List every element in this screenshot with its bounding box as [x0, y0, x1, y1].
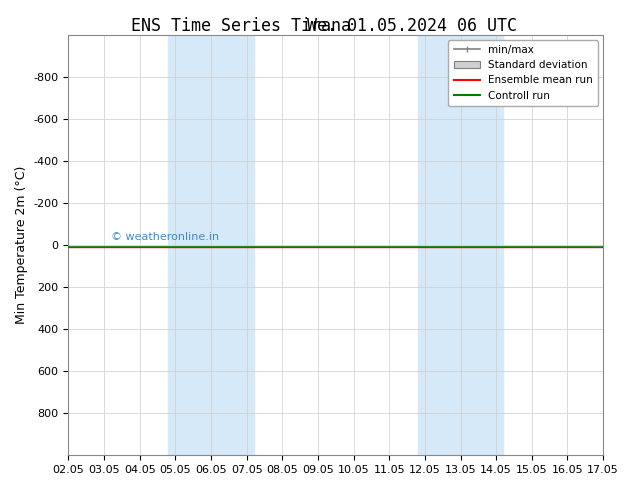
Text: © weatheronline.in: © weatheronline.in [111, 232, 219, 242]
Text: ENS Time Series Tirana: ENS Time Series Tirana [131, 17, 351, 35]
Y-axis label: Min Temperature 2m (°C): Min Temperature 2m (°C) [15, 166, 28, 324]
Legend: min/max, Standard deviation, Ensemble mean run, Controll run: min/max, Standard deviation, Ensemble me… [448, 40, 598, 106]
Bar [418, 35, 503, 455]
Text: We. 01.05.2024 06 UTC: We. 01.05.2024 06 UTC [307, 17, 517, 35]
Bar [168, 35, 254, 455]
